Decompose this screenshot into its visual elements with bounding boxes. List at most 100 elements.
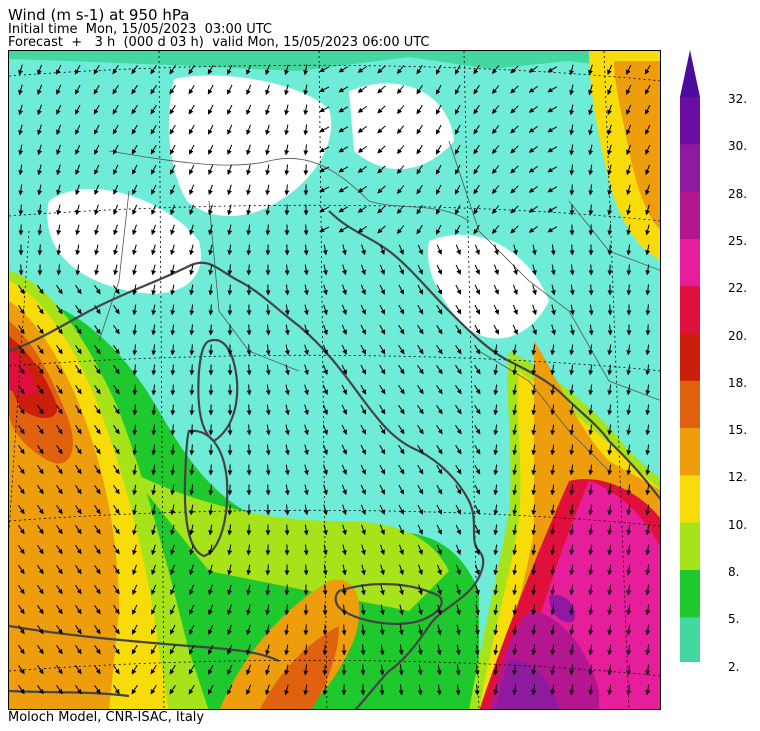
wind-arrow: [360, 344, 367, 355]
wind-arrow: [132, 364, 138, 376]
wind-arrow: [94, 385, 101, 395]
wind-arrow: [170, 484, 176, 496]
wind-arrow: [37, 124, 42, 136]
wind-arrow: [246, 224, 252, 236]
wind-arrow: [341, 364, 347, 375]
wind-arrow: [341, 564, 347, 576]
wind-arrow: [626, 504, 632, 516]
wind-arrow: [551, 324, 556, 336]
wind-arrow: [284, 404, 290, 416]
wind-arrow: [169, 684, 176, 695]
wind-arrow: [588, 464, 594, 476]
wind-arrow: [531, 244, 537, 256]
wind-arrow: [18, 124, 24, 136]
wind-arrow: [189, 404, 195, 416]
wind-arrow: [246, 644, 251, 656]
wind-arrow: [569, 344, 575, 356]
wind-arrow: [569, 644, 575, 656]
wind-arrow: [284, 144, 290, 156]
colorbar-label: 22.: [728, 281, 748, 296]
wind-arrow: [75, 385, 82, 395]
wind-arrow: [417, 324, 424, 335]
wind-arrow: [437, 584, 442, 596]
wind-arrow: [227, 104, 233, 115]
wind-arrow: [151, 564, 156, 576]
wind-arrow: [113, 565, 120, 575]
wind-arrow: [607, 364, 613, 376]
wind-arrow: [644, 84, 651, 95]
wind-arrow: [304, 384, 309, 396]
wind-arrow: [113, 325, 120, 335]
wind-arrow: [474, 424, 481, 435]
wind-arrow: [151, 544, 156, 556]
wind-arrow: [37, 184, 43, 196]
wind-arrow: [474, 524, 480, 535]
wind-arrow: [170, 404, 176, 416]
wind-arrow: [341, 344, 347, 355]
wind-arrow: [188, 684, 195, 695]
wind-arrow: [37, 605, 44, 615]
wind-arrow: [493, 524, 499, 536]
wind-arrow: [645, 164, 651, 176]
wind-arrow: [512, 684, 518, 696]
wind-arrow: [322, 244, 328, 256]
wind-arrow: [377, 165, 386, 174]
wind-arrow: [645, 484, 651, 496]
wind-arrow: [18, 405, 25, 415]
wind-arrow: [151, 424, 157, 436]
wind-arrow: [474, 244, 480, 256]
wind-arrow: [569, 384, 575, 396]
wind-arrow: [588, 504, 594, 516]
wind-arrow: [360, 364, 367, 375]
wind-arrow: [112, 104, 119, 115]
wind-arrow: [588, 604, 594, 616]
wind-arrow: [18, 545, 25, 555]
wind-arrow: [417, 644, 423, 656]
wind-arrow: [246, 524, 252, 536]
wind-arrow: [454, 204, 461, 215]
wind-arrow: [322, 564, 328, 576]
wind-arrow: [398, 524, 404, 535]
wind-arrow: [170, 604, 176, 615]
wind-arrow: [94, 605, 101, 615]
wind-arrow: [455, 684, 461, 696]
wind-arrow: [113, 365, 120, 375]
wind-arrow: [398, 344, 405, 355]
wind-arrow: [208, 504, 214, 516]
wind-arrow: [18, 285, 25, 295]
wind-arrow: [455, 484, 462, 495]
wind-arrow: [150, 124, 157, 135]
wind-arrow: [645, 264, 651, 276]
wind-arrow: [512, 424, 518, 436]
wind-arrow: [435, 124, 442, 135]
wind-arrow: [303, 64, 309, 76]
wind-arrow: [550, 684, 556, 696]
wind-arrow: [189, 484, 195, 496]
wind-arrow: [189, 304, 195, 316]
wind-arrow: [75, 465, 82, 475]
wind-arrow: [56, 545, 63, 555]
wind-arrow: [493, 564, 499, 576]
wind-arrow: [398, 244, 404, 256]
wind-arrow: [265, 644, 271, 656]
wind-arrow: [588, 684, 594, 696]
wind-arrow: [510, 185, 519, 194]
wind-arrow: [531, 464, 537, 476]
wind-arrow: [303, 664, 309, 676]
wind-arrow: [436, 644, 442, 656]
wind-arrow: [75, 104, 81, 115]
wind-arrow: [322, 284, 328, 296]
colorbar-label: 8.: [728, 565, 740, 579]
wind-arrow: [322, 344, 328, 356]
wind-arrow: [208, 144, 214, 155]
wind-arrow: [493, 544, 499, 556]
wind-arrow: [550, 464, 556, 476]
wind-arrow: [396, 105, 405, 115]
wind-arrow: [512, 464, 518, 476]
wind-arrow: [170, 244, 175, 256]
wind-arrow: [510, 105, 519, 114]
wind-arrow: [265, 144, 271, 156]
wind-arrow: [132, 224, 137, 236]
wind-arrow: [417, 504, 424, 515]
wind-arrow: [416, 144, 423, 155]
